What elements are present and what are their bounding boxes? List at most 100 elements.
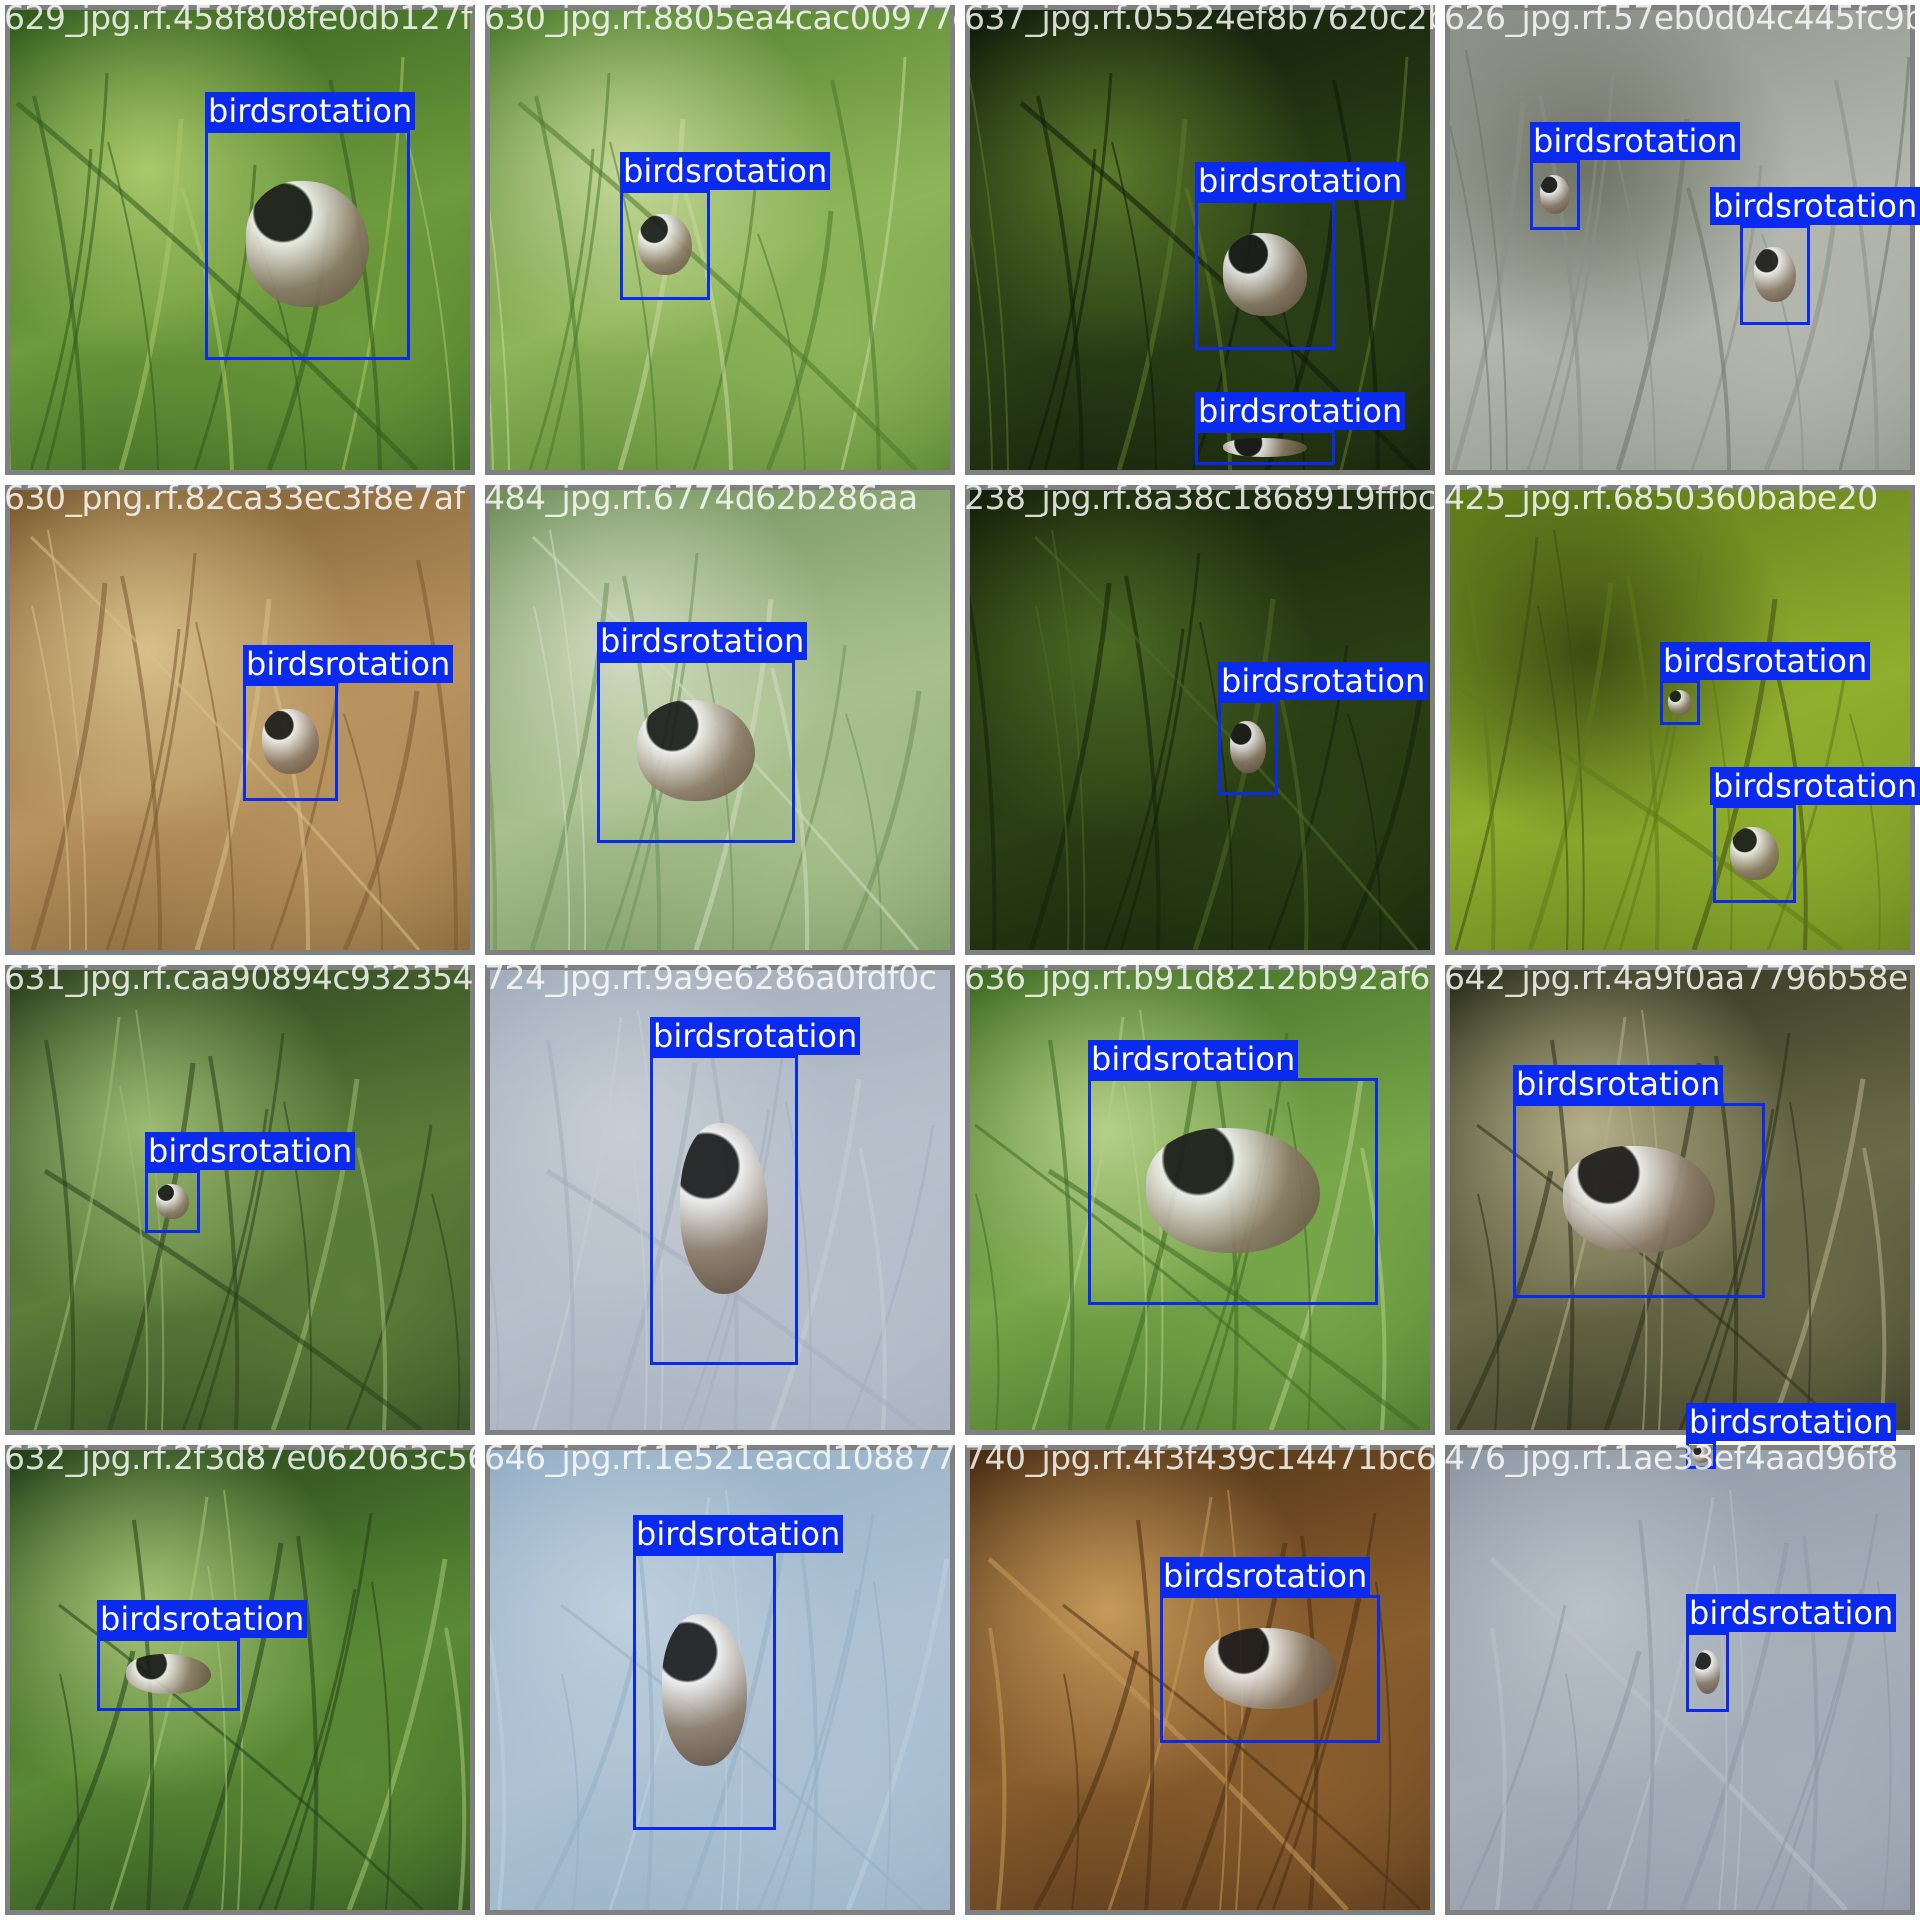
scene-texture	[987, 1489, 1423, 1910]
tile-filename: 636_jpg.rf.b91d8212bb92af6	[964, 960, 1430, 997]
scene-stroke	[1767, 1078, 1866, 1430]
tile-photo	[1450, 10, 1910, 470]
scene-stroke	[974, 1123, 1347, 1430]
bird	[661, 1613, 748, 1767]
tile-filename: 646_jpg.rf.1e521eacd108877a5	[484, 1440, 960, 1477]
tile-filename: 637_jpg.rf.05524ef8b7620c2b	[964, 0, 1440, 37]
tile: 631_jpg.rf.caa90894c9323543	[0, 960, 480, 1440]
scene-texture	[33, 1009, 461, 1430]
tile-filename: 630_jpg.rf.8805ea4cac00977da	[484, 0, 960, 37]
bird	[1223, 233, 1307, 316]
bird	[1692, 1447, 1710, 1463]
bounding-box	[243, 683, 338, 801]
scene-stroke	[58, 1603, 425, 1910]
scene-stroke	[1051, 529, 1086, 950]
scene-stroke	[270, 1078, 360, 1430]
tile-photo	[10, 1450, 470, 1910]
scene-texture	[1458, 1489, 1892, 1910]
bird	[679, 1123, 769, 1294]
bounding-box	[1195, 430, 1335, 465]
box-label: birdsrotation	[243, 645, 454, 683]
scene-stroke	[1537, 605, 1569, 950]
bird	[1223, 437, 1307, 457]
scene-stroke	[1461, 688, 1844, 950]
bird	[1729, 826, 1780, 881]
scene-stroke	[1111, 141, 1157, 470]
scene-stroke	[180, 187, 234, 470]
scene-stroke	[1454, 536, 1539, 950]
scene-stroke	[545, 1168, 922, 1430]
scene-stroke	[32, 95, 86, 470]
scene-stroke	[1729, 1489, 1744, 1910]
scene-stroke	[1625, 1085, 1648, 1430]
scene-stroke	[1476, 1123, 1846, 1430]
scene-stroke	[120, 575, 163, 950]
scene-stroke	[772, 1512, 875, 1910]
tile: 425_jpg.rf.6850360babe20	[1440, 480, 1920, 960]
bird	[1563, 1145, 1715, 1254]
scene-stroke	[490, 1263, 500, 1430]
scene-stroke	[1028, 582, 1112, 950]
scene-stroke	[1553, 529, 1585, 950]
scene-stroke	[1104, 1062, 1200, 1430]
box-label: birdsrotation	[1218, 662, 1429, 700]
bounding-box	[1660, 680, 1700, 725]
scene-stroke	[1490, 1627, 1507, 1910]
box-label: birdsrotation	[1530, 122, 1741, 160]
scene-stroke	[770, 667, 810, 950]
scene-stroke	[533, 605, 571, 950]
scene-stroke	[1048, 1039, 1075, 1430]
scene-stroke	[193, 164, 257, 470]
scene-stroke	[15, 101, 419, 470]
scene-stroke	[1035, 605, 1070, 950]
scene-stroke	[987, 1557, 1349, 1910]
scene-stroke	[1849, 713, 1881, 950]
box-label: birdsrotation	[1195, 162, 1406, 200]
bounding-box	[633, 1553, 776, 1830]
bounding-box	[1218, 700, 1278, 795]
scene-texture	[490, 1009, 935, 1430]
tile-filename: 642_jpg.rf.4a9f0aa7796b58e	[1444, 960, 1908, 997]
scene-stroke	[621, 1085, 648, 1430]
scene-stroke	[34, 1650, 136, 1910]
scene-stroke	[105, 628, 181, 950]
scene-stroke	[637, 1009, 664, 1430]
scene-stroke	[1036, 95, 1084, 470]
scene-stroke	[1136, 1519, 1155, 1910]
scene-stroke	[1062, 1603, 1423, 1910]
bird	[1754, 247, 1796, 302]
tile-filename: 631_jpg.rf.caa90894c9323543	[4, 960, 480, 997]
scene-texture	[29, 529, 459, 950]
scene-stroke	[873, 1581, 892, 1910]
scene-stroke	[970, 594, 997, 950]
scene-stroke	[118, 118, 184, 470]
scene-stroke	[768, 644, 847, 950]
tile: 630_png.rf.82ca33ec3f8e7af	[0, 480, 480, 960]
scene-stroke	[1802, 1535, 1819, 1910]
tile-filename: 484_jpg.rf.6774d62b286aa	[484, 480, 918, 517]
scene-stroke	[1477, 1193, 1500, 1430]
scene-stroke	[403, 125, 455, 470]
scene-stroke	[798, 1535, 819, 1910]
scene-stroke	[346, 1558, 448, 1910]
tile: 629_jpg.rf.458f808fe0db127f	[0, 0, 480, 480]
scene-stroke	[1526, 148, 1599, 470]
bounding-box	[1686, 1441, 1716, 1469]
bird	[1230, 720, 1266, 774]
scene-stroke	[356, 1147, 388, 1430]
scene-stroke	[121, 552, 197, 950]
scene-stroke	[756, 1588, 859, 1910]
scene-stroke	[1043, 72, 1113, 470]
scene-stroke	[1565, 1673, 1580, 1910]
scene-stroke	[1465, 49, 1508, 470]
scene-stroke	[1686, 187, 1731, 470]
box-label: birdsrotation	[633, 1515, 844, 1553]
scene-stroke	[1789, 1101, 1812, 1430]
scene-stroke	[830, 79, 881, 470]
bird	[1146, 1127, 1320, 1253]
bounding-box	[1530, 160, 1580, 230]
box-label: birdsrotation	[1660, 642, 1871, 680]
scene-stroke	[757, 233, 806, 470]
scene-stroke	[1063, 1673, 1080, 1910]
scene-stroke	[841, 690, 922, 950]
